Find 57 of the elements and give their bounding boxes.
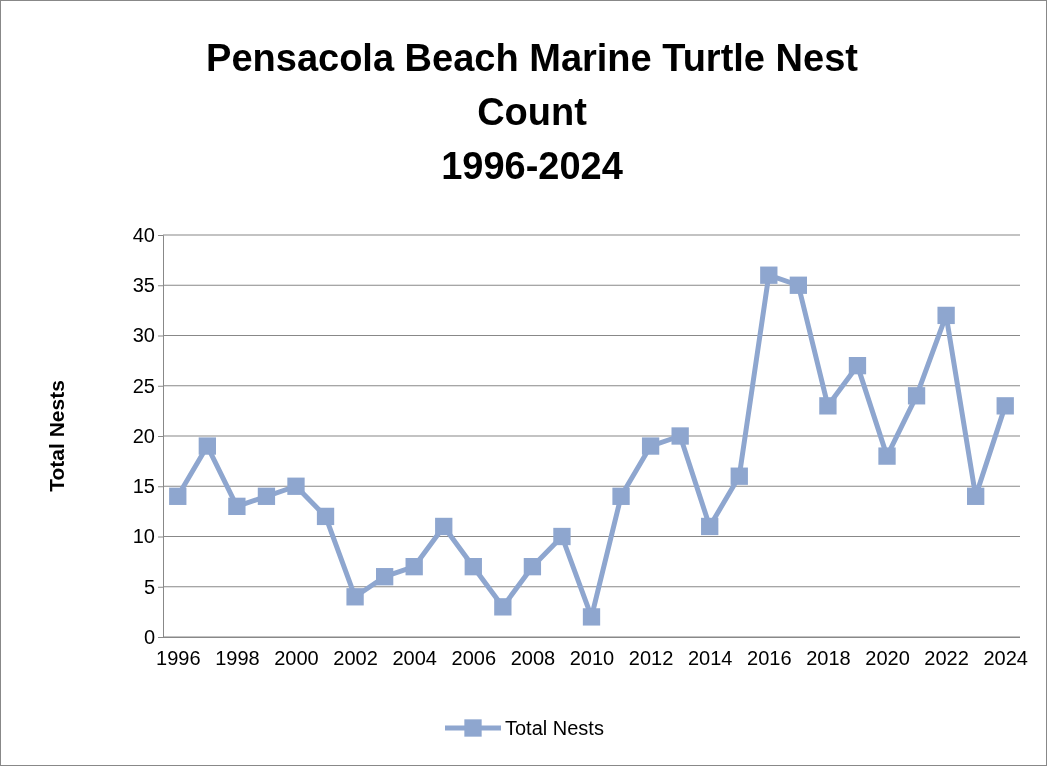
y-tick-label: 35	[132, 274, 155, 297]
x-tick-label: 2008	[510, 647, 556, 670]
point	[819, 397, 837, 415]
point	[582, 608, 601, 626]
point	[375, 568, 394, 586]
point	[907, 387, 926, 405]
point	[198, 437, 216, 455]
point	[228, 497, 246, 516]
point	[937, 306, 955, 325]
point	[169, 487, 187, 505]
point	[612, 487, 630, 505]
y-tick-label: 30	[132, 324, 155, 347]
x-tick-label: 2018	[806, 647, 851, 670]
y-tick-label: 0	[143, 625, 155, 648]
x-tick-label: 2004	[392, 647, 437, 670]
y-tick-label: 20	[132, 424, 155, 447]
point	[346, 588, 364, 606]
point	[641, 437, 660, 455]
point	[789, 276, 808, 294]
legend-label: Total Nests	[505, 717, 604, 739]
point	[553, 527, 571, 546]
x-tick-label: 2010	[569, 647, 615, 670]
x-tick-label: 2002	[333, 647, 378, 670]
point	[405, 557, 423, 576]
y-tick-label: 15	[132, 475, 155, 498]
point	[730, 467, 748, 485]
point	[464, 557, 482, 576]
point	[435, 517, 453, 536]
point	[316, 507, 335, 526]
x-tick-label: 1998	[215, 647, 260, 670]
point	[967, 487, 985, 505]
x-tick-label: 2000	[274, 647, 319, 670]
y-tick-label: 25	[132, 374, 155, 397]
point	[760, 266, 778, 284]
point	[878, 447, 896, 465]
point	[996, 397, 1014, 415]
x-tick-label: 2012	[628, 647, 674, 670]
point	[494, 598, 512, 616]
x-tick-label: 2024	[983, 647, 1028, 670]
x-tick-label: 2022	[924, 647, 969, 670]
y-axis-title: Total Nests	[45, 380, 68, 492]
x-tick-label: 2006	[451, 647, 497, 670]
chart-title: Pensacola Beach Marine Turtle Nest Count	[206, 37, 859, 133]
x-tick-label: 1996	[156, 647, 201, 670]
point	[257, 487, 276, 505]
y-tick-label: 10	[132, 525, 155, 548]
x-tick-label: 2016	[747, 647, 792, 670]
x-tick-label: 2014	[687, 647, 733, 670]
point	[848, 356, 867, 375]
point	[523, 557, 542, 576]
y-tick-label: 5	[143, 575, 155, 598]
point	[671, 427, 689, 445]
x-tick-label: 2020	[865, 647, 910, 670]
point	[701, 517, 719, 536]
y-tick-label: 40	[132, 223, 155, 246]
point	[287, 477, 305, 495]
chart-subtitle: 1996-2024	[441, 145, 623, 187]
